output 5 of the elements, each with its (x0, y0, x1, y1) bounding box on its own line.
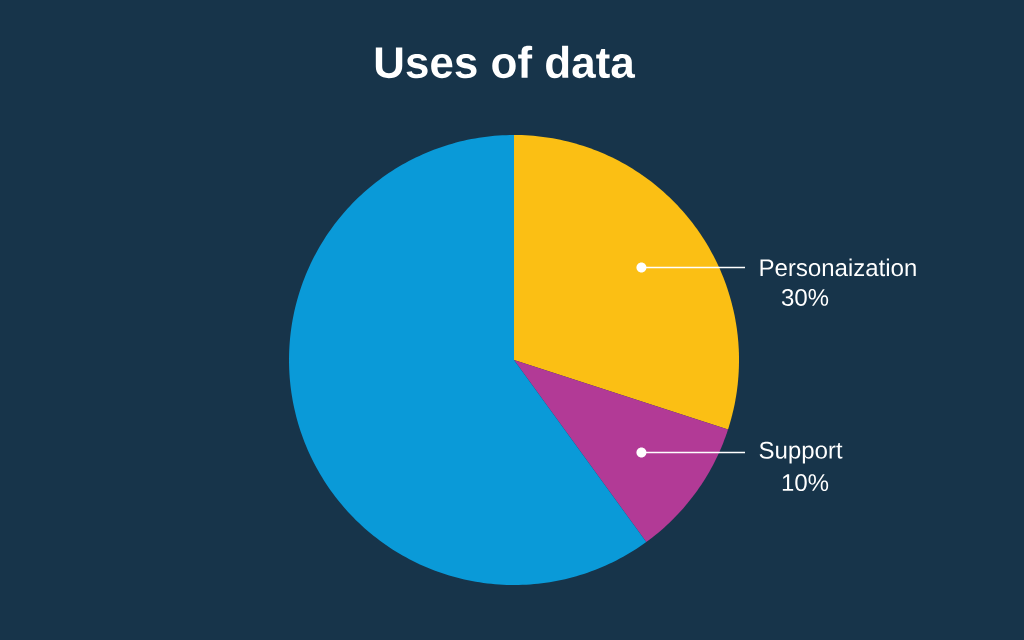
data-label: 30% (781, 288, 829, 306)
slice-label: Personaization (760, 258, 916, 277)
slice-label: Support (759, 441, 843, 464)
chart-title: Uses of data (375, 45, 636, 79)
data-label: 10% (782, 474, 829, 492)
